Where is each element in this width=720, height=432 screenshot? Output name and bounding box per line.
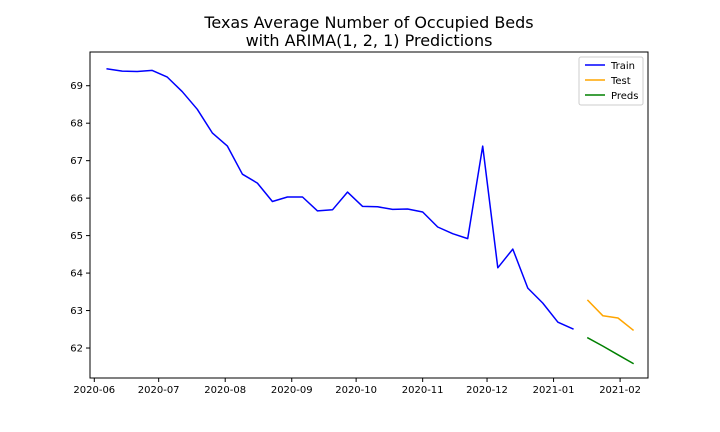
y-tick-label: 62 — [70, 344, 83, 355]
y-tick-label: 68 — [70, 119, 83, 130]
y-tick-label: 65 — [70, 231, 83, 242]
y-tick-label: 64 — [70, 269, 83, 280]
tick-layer: 2020-06 2020-07 2020-08 2020-09 2020-10 2020-… — [70, 81, 641, 396]
legend-box — [578, 56, 644, 106]
y-tick-label: 66 — [70, 194, 83, 205]
legend-label-train: Train — [610, 61, 635, 72]
x-tick-label: 2020-12 — [466, 385, 508, 396]
x-tick-label: 2020-06 — [73, 385, 115, 396]
series-layer — [106, 68, 635, 365]
series-line-preds — [586, 336, 635, 365]
legend: Train Test Preds — [578, 56, 644, 106]
series-line-test — [586, 299, 635, 332]
plot-area-frame — [89, 51, 649, 379]
y-tick-label: 67 — [70, 156, 83, 167]
x-tick-label: 2020-10 — [335, 385, 377, 396]
x-tick-label: 2020-08 — [204, 385, 246, 396]
x-tick-label: 2020-07 — [138, 385, 180, 396]
x-tick-label: 2021-02 — [599, 385, 641, 396]
x-tick-label: 2021-01 — [533, 385, 575, 396]
x-tick-label: 2020-09 — [271, 385, 313, 396]
chart-title-line-2: with ARIMA(1, 2, 1) Predictions — [246, 31, 493, 50]
y-tick-label: 69 — [70, 81, 83, 92]
legend-label-preds: Preds — [611, 91, 638, 102]
chart-title-line-1: Texas Average Number of Occupied Beds — [203, 13, 533, 32]
y-tick-label: 63 — [70, 306, 83, 317]
x-tick-label: 2020-11 — [402, 385, 444, 396]
legend-label-test: Test — [610, 76, 631, 87]
series-line-train — [106, 68, 574, 330]
